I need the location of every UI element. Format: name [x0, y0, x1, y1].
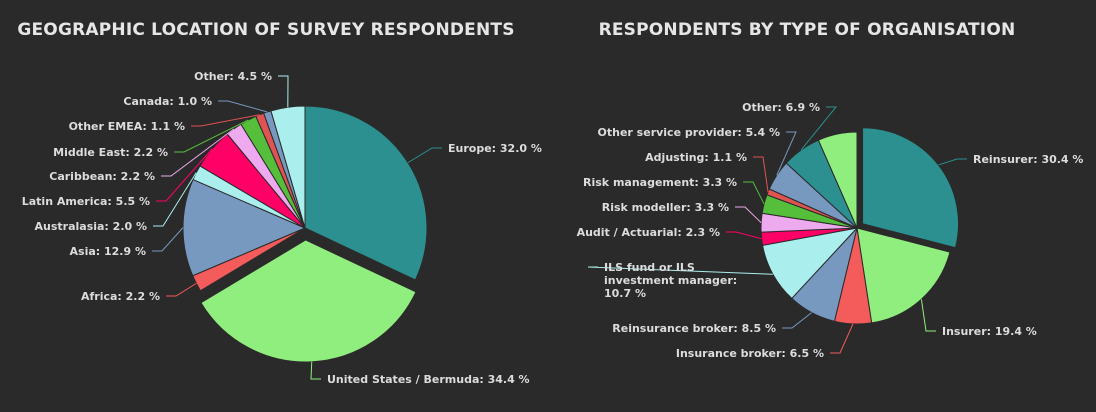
connector-risk-modeller [735, 206, 762, 224]
label-africa: Africa: 2.2 % [81, 290, 160, 303]
connector-insurance-broker [830, 323, 854, 354]
pie-slice-asia[interactable] [182, 178, 307, 277]
connector-other-service-provider [776, 131, 797, 176]
label-united-states-bermuda: United States / Bermuda: 34.4 % [327, 373, 530, 386]
label-insurer: Insurer: 19.4 % [942, 325, 1037, 338]
label-asia: Asia: 12.9 % [70, 245, 146, 258]
connector-middle-east [174, 119, 249, 153]
label-other: Other: 4.5 % [194, 70, 272, 83]
label-europe: Europe: 32.0 % [448, 142, 542, 155]
connector-united-states-bermuda [310, 361, 321, 380]
connector-europe [407, 147, 442, 164]
label-adjusting: Adjusting: 1.1 % [645, 151, 747, 164]
connector-insurer [920, 299, 936, 332]
pie-slice-reinsurer[interactable] [862, 127, 960, 249]
label-reinsurance-broker: Reinsurance broker: 8.5 % [612, 322, 776, 335]
connector-canada [218, 100, 268, 113]
connector-reinsurer [938, 158, 967, 166]
geo-chart-panel: GEOGRAPHIC LOCATION OF SURVEY RESPONDENT… [17, 20, 542, 386]
connector-asia [152, 227, 184, 252]
label-caribbean: Caribbean: 2.2 % [49, 170, 155, 183]
connector-adjusting [753, 156, 769, 192]
label-reinsurer: Reinsurer: 30.4 % [973, 153, 1083, 166]
connector-other [278, 75, 289, 108]
label-other-emea: Other EMEA: 1.1 % [69, 120, 185, 133]
chart-title: GEOGRAPHIC LOCATION OF SURVEY RESPONDENT… [17, 20, 515, 40]
connector-other [800, 106, 838, 151]
geo-pie-chart: Europe: 32.0 % United States / Bermuda: 3… [22, 70, 542, 386]
connector-audit-actuarial [726, 231, 762, 240]
connector-africa [166, 282, 197, 297]
pie-slice-united-states-bermuda[interactable] [200, 239, 417, 363]
label-australasia: Australasia: 2.0 % [35, 220, 148, 233]
connector-risk-management [743, 181, 765, 205]
connector-latin-america [156, 148, 213, 202]
chart-title: RESPONDENTS BY TYPE OF ORGANISATION [598, 20, 1016, 40]
connector-reinsurance-broker [782, 312, 812, 329]
pie-slice-europe[interactable] [304, 105, 428, 281]
label-risk-modeller: Risk modeller: 3.3 % [602, 201, 729, 214]
connector-caribbean [161, 128, 235, 177]
label-audit-actuarial: Audit / Actuarial: 2.3 % [577, 226, 720, 239]
pie-slice-other-green[interactable] [817, 131, 858, 229]
label-insurance-broker: Insurance broker: 6.5 % [676, 347, 824, 360]
connector-australasia [153, 172, 197, 227]
label-other-service-provider: Other service provider: 5.4 % [598, 126, 780, 139]
label-risk-management: Risk management: 3.3 % [583, 176, 737, 189]
org-chart-panel: RESPONDENTS BY TYPE OF ORGANISATION Rein… [548, 0, 1096, 412]
connector-other-emea [191, 114, 260, 127]
label-other: Other: 6.9 % [742, 101, 820, 114]
connector-ils-fund-or-ils-investment-manager [587, 266, 773, 275]
org-pie-chart: Reinsurer: 30.4 % Insurer: 19.4 % Insuranc… [577, 101, 1084, 360]
label-canada: Canada: 1.0 % [123, 95, 212, 108]
label-middle-east: Middle East: 2.2 % [53, 146, 168, 159]
label-latin-america: Latin America: 5.5 % [22, 195, 150, 208]
label-ils-fund-or-ils-investment-manager: ILS fund or ILS investment manager: 10.7 % [604, 261, 737, 300]
